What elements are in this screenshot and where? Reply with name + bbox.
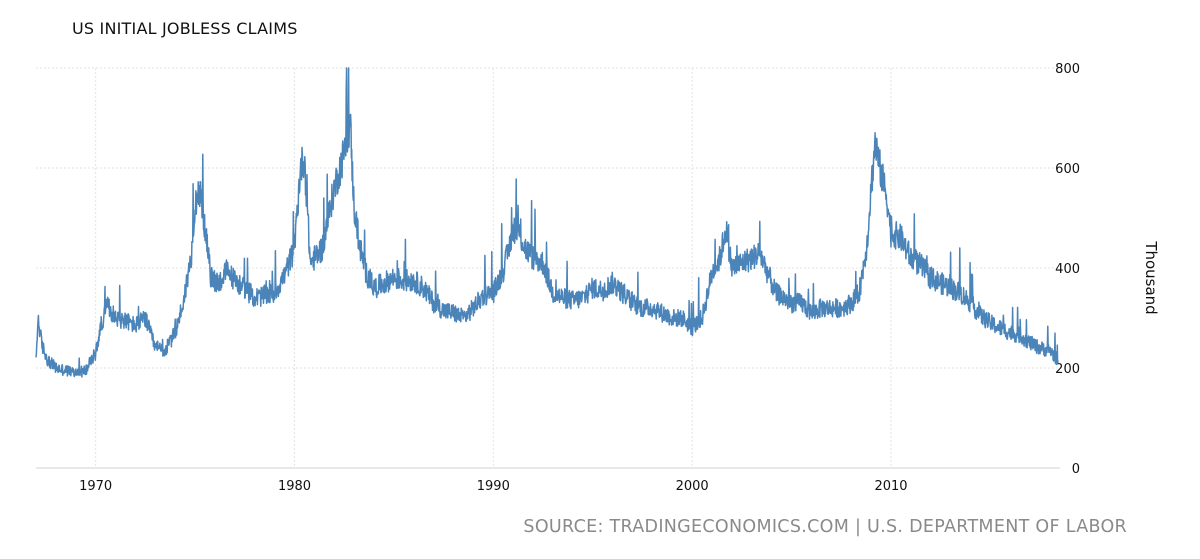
x-tick-label: 1990 <box>477 479 510 494</box>
x-tick-label: 2010 <box>874 479 907 494</box>
y-tick-label: 400 <box>1055 262 1080 277</box>
chart-title: US INITIAL JOBLESS CLAIMS <box>72 19 298 38</box>
y-tick-label: 800 <box>1055 62 1080 77</box>
y-tick-label: 200 <box>1055 362 1080 377</box>
x-tick-label: 1970 <box>79 479 112 494</box>
x-axis-ticks: 1970 1980 1990 2000 2010 <box>79 479 907 494</box>
x-tick-label: 2000 <box>676 479 709 494</box>
y-tick-label: 600 <box>1055 162 1080 177</box>
source-note: SOURCE: TRADINGECONOMICS.COM | U.S. DEPA… <box>523 517 1127 537</box>
series-line-initial-claims <box>35 67 1059 378</box>
y-tick-label: 0 <box>1072 462 1080 477</box>
y-axis-label: Thousand <box>1142 240 1160 314</box>
x-tick-label: 1980 <box>278 479 311 494</box>
y-axis-ticks: 0 200 400 600 800 <box>1055 62 1080 477</box>
